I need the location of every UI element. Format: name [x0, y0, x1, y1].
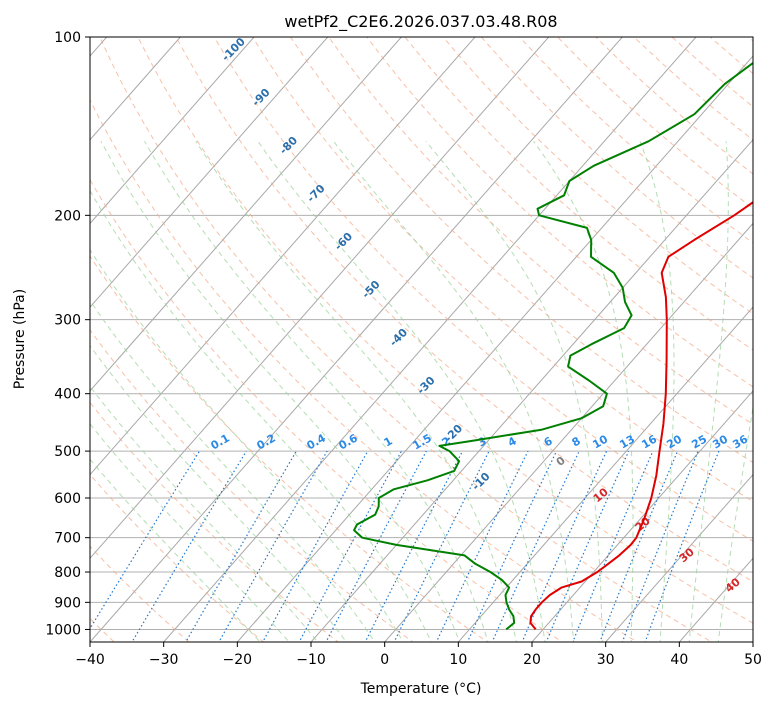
mixing-ratio-line-4: [262, 450, 369, 642]
moist-adiabat-16: [195, 141, 518, 642]
dry-adiabats: [90, 37, 753, 642]
mixing-ratio-line-14: [572, 450, 654, 642]
isotherm--70: [90, 37, 403, 392]
dry-adiabat-50: [137, 37, 753, 624]
moist-adiabat-32: [533, 141, 634, 642]
isotherm--10: [310, 138, 753, 642]
mixing-ratio-lines: [90, 450, 720, 642]
y-axis-ticks: 100 200 300 400 500 600 700 800 900 1000: [45, 30, 90, 638]
y-tick-label: 100: [54, 30, 81, 46]
dry-adiabat-0: [90, 329, 414, 642]
isotherm-0: [384, 222, 753, 642]
moist-adiabat--4: [90, 299, 376, 642]
x-axis-ticks: −40 −30 −20 −10 0 10 20 30 40 50: [75, 642, 762, 668]
dry-adiabat-10: [90, 255, 489, 642]
y-axis-label: Pressure (hPa): [12, 289, 28, 389]
mixing-ratio-line-13: [545, 450, 630, 642]
moist-adiabat--16: [90, 423, 290, 642]
isobar-gridlines: [90, 37, 753, 630]
mixing-ratio-line-6: [325, 450, 427, 642]
x-tick-label: 40: [670, 652, 688, 668]
isotherm--100: [90, 37, 182, 141]
moist-adiabats: [90, 140, 753, 642]
moist-adiabat--8: [90, 344, 347, 642]
x-tick-label: 50: [744, 652, 762, 668]
mixing-ratio-line-1: [131, 450, 247, 642]
dry-adiabat-90: [289, 37, 753, 464]
moist-adiabat-4: [90, 189, 432, 642]
x-tick-label: −10: [296, 652, 326, 668]
x-tick-label: 20: [523, 652, 541, 668]
isotherm-10: [457, 306, 753, 642]
y-tick-label: 200: [54, 208, 81, 224]
x-axis-label: Temperature (°C): [360, 681, 482, 697]
x-tick-label: −40: [75, 652, 105, 668]
x-tick-label: 0: [380, 652, 389, 668]
moist-adiabat-40: [688, 141, 729, 642]
isotherm-20: [531, 390, 753, 642]
isotherm--40: [90, 37, 624, 642]
moist-adiabat-24: [333, 140, 575, 642]
dry-adiabat-60: [175, 37, 753, 583]
dry-adiabat-100: [328, 37, 753, 425]
plot-area: -100-90-80-70-60-50-40-30-20-100.1 0.2 0.4…: [90, 37, 753, 642]
x-tick-label: −20: [223, 652, 253, 668]
isotherm-30: [605, 473, 753, 642]
mixing-ratio-line-0: [90, 450, 201, 630]
moist-adiabat-36: [639, 141, 675, 642]
y-tick-label: 700: [54, 531, 81, 547]
moist-adiabat-8: [100, 141, 461, 642]
isotherm--20: [236, 55, 753, 642]
chart-title: wetPf2_C2E6.2026.037.03.48.R08: [284, 12, 557, 32]
dry-adiabat-30: [90, 98, 638, 642]
mixing-ratio-line-9: [435, 450, 529, 642]
profile-series: [353, 61, 753, 631]
dry-adiabat-40: [99, 37, 713, 642]
dewpoint-line: [353, 61, 753, 631]
x-tick-label: 30: [597, 652, 615, 668]
isotherm--50: [90, 37, 550, 560]
temperature-line: [529, 201, 753, 631]
x-tick-label: −30: [149, 652, 179, 668]
moist-adiabat-0: [90, 248, 404, 642]
isotherm-gridlines: [90, 37, 753, 642]
y-tick-label: 800: [54, 565, 81, 581]
mixing-ratio-line-5: [298, 450, 403, 642]
y-tick-label: 900: [54, 595, 81, 611]
isotherm--90: [90, 37, 255, 225]
dry-adiabat-120: [404, 37, 753, 351]
x-tick-label: 10: [449, 652, 467, 668]
y-tick-label: 1000: [45, 622, 81, 638]
moist-adiabat-44: [717, 404, 753, 642]
mixing-ratio-line-3: [218, 450, 328, 642]
y-tick-label: 600: [54, 491, 81, 507]
y-tick-label: 300: [54, 313, 81, 329]
y-tick-label: 400: [54, 387, 81, 403]
dry-adiabat--30: [90, 545, 190, 642]
moist-adiabat-20: [257, 141, 546, 642]
dry-adiabat-70: [213, 37, 753, 542]
isotherm--80: [90, 37, 329, 308]
isotherm--30: [163, 37, 697, 642]
isotherm--60: [90, 37, 476, 476]
dry-adiabat-20: [90, 178, 564, 642]
mixing-ratio-line-15: [599, 450, 679, 642]
dry-adiabat-110: [366, 37, 753, 388]
mixing-ratio-line-2: [185, 450, 297, 642]
mixing-ratio-line-12: [521, 450, 608, 642]
dry-adiabat--20: [90, 473, 265, 642]
moist-adiabat-28: [425, 140, 603, 642]
y-tick-label: 500: [54, 444, 81, 460]
plot-frame: [89, 36, 754, 643]
moist-adiabat--20: [90, 458, 261, 642]
